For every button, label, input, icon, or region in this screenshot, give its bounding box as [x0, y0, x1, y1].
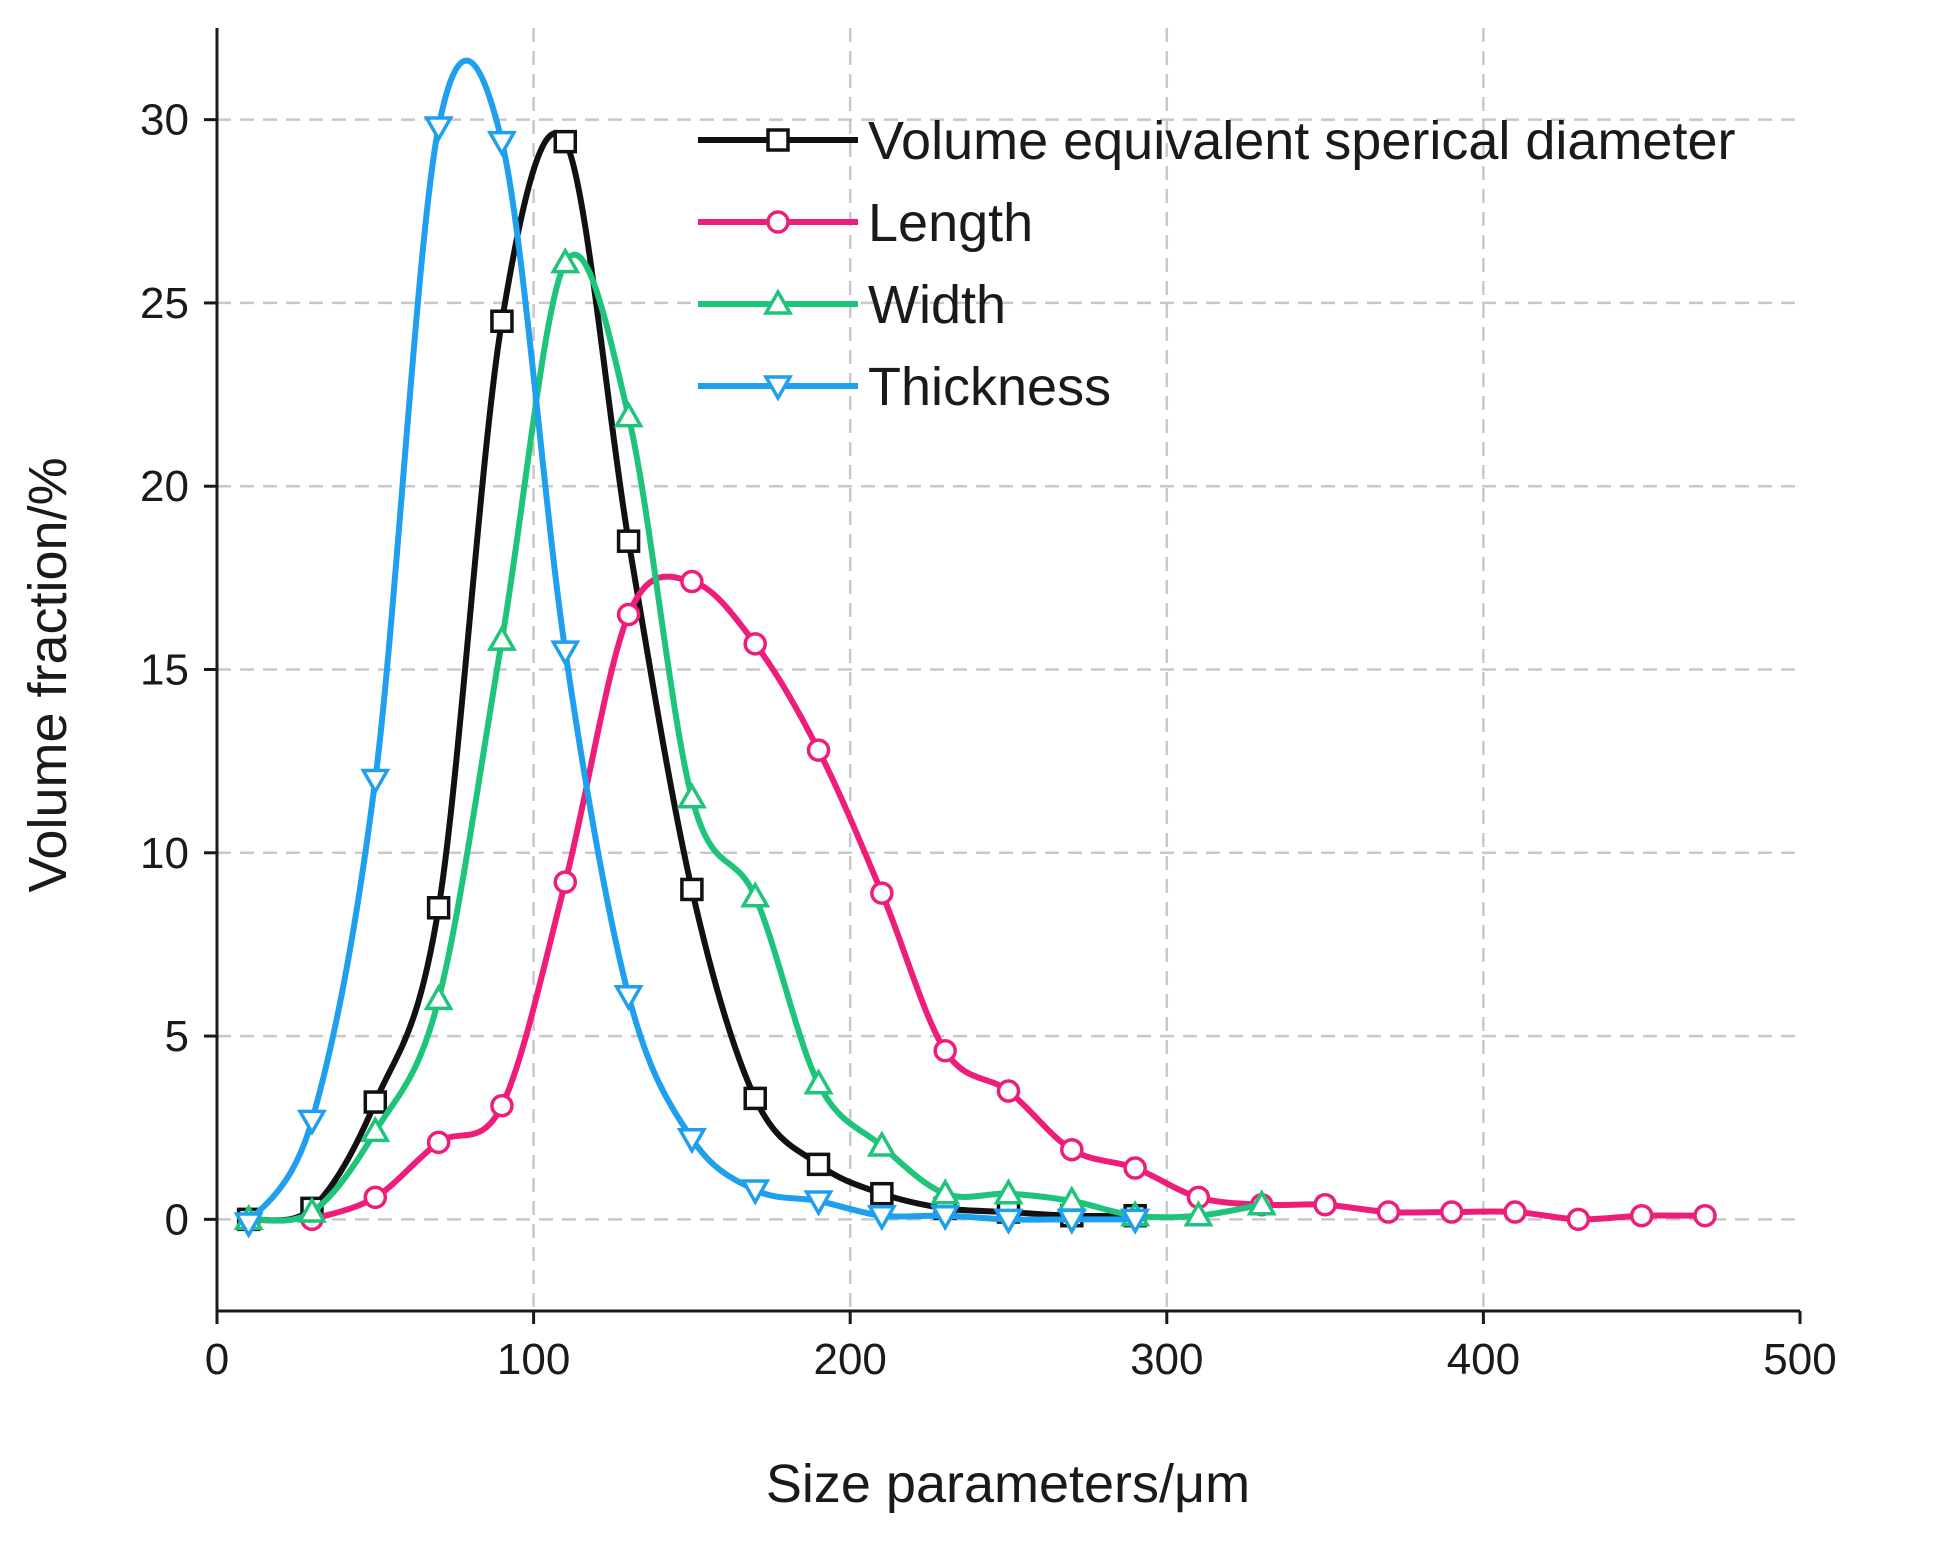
- x-tick-label: 0: [205, 1335, 229, 1384]
- triangle-down-marker: [740, 1179, 771, 1206]
- legend-label: Volume equivalent sperical diameter: [868, 111, 1735, 171]
- square-marker: [363, 1090, 388, 1114]
- triangle-up-marker: [360, 1115, 391, 1143]
- circle-marker: [1693, 1203, 1717, 1228]
- y-tick-label: 15: [140, 646, 189, 695]
- x-tick-label: 100: [497, 1335, 570, 1384]
- legend: Volume equivalent sperical diameter Lengt…: [698, 111, 1735, 417]
- legend-label: Length: [868, 193, 1033, 253]
- x-tick-label: 500: [1763, 1335, 1836, 1384]
- circle-marker: [743, 632, 767, 656]
- series-line-diameter: [245, 130, 1139, 1224]
- circle-marker: [426, 1130, 451, 1155]
- triangle-down-marker: [930, 1204, 961, 1232]
- x-tick-label: 300: [1130, 1335, 1203, 1384]
- triangle-up-marker: [486, 624, 517, 651]
- triangle-down-marker: [993, 1208, 1024, 1235]
- triangle-down-marker: [803, 1190, 834, 1217]
- triangle-up-marker: [993, 1178, 1024, 1205]
- legend-item-width: Width: [698, 275, 1006, 335]
- legend-triangle-up-marker: [762, 288, 794, 315]
- circle-marker: [1060, 1137, 1084, 1162]
- circle-marker: [680, 569, 704, 594]
- triangle-up-marker: [423, 983, 454, 1011]
- y-axis-title: Volume fraction/%: [18, 457, 78, 892]
- triangle-up-marker: [740, 881, 771, 908]
- circle-marker: [1313, 1192, 1337, 1217]
- circle-marker: [1629, 1203, 1654, 1228]
- square-marker: [743, 1086, 767, 1111]
- series-line-length: [309, 573, 1708, 1223]
- series-diameter: [236, 129, 1147, 1232]
- triangle-up-marker: [866, 1130, 897, 1157]
- circle-marker: [933, 1038, 957, 1063]
- triangle-down-marker: [613, 984, 644, 1012]
- square-marker: [680, 877, 704, 902]
- triangle-up-marker: [1246, 1189, 1277, 1216]
- circle-marker: [1439, 1200, 1464, 1224]
- triangle-up-marker: [803, 1068, 834, 1095]
- triangle-up-marker: [676, 782, 707, 809]
- square-marker: [553, 129, 578, 154]
- legend-triangle-down-marker: [762, 375, 794, 402]
- legend-item-thickness: Thickness: [698, 357, 1111, 417]
- series-group: [233, 57, 1717, 1239]
- circle-marker: [1376, 1200, 1401, 1224]
- circle-marker: [1566, 1207, 1591, 1232]
- legend-circle-marker: [766, 210, 790, 234]
- circle-marker: [996, 1079, 1021, 1103]
- x-axis-title: Size parameters/μm: [766, 1454, 1250, 1514]
- x-tick-label: 200: [813, 1335, 886, 1384]
- triangle-up-marker: [930, 1178, 961, 1205]
- square-marker: [806, 1152, 831, 1177]
- triangle-down-marker: [676, 1127, 707, 1155]
- circle-marker: [553, 870, 578, 894]
- triangle-down-marker: [360, 768, 391, 795]
- legend-label: Width: [868, 275, 1006, 335]
- legend-item-length: Length: [698, 193, 1033, 253]
- triangle-up-marker: [613, 401, 644, 428]
- y-tick-label: 0: [165, 1195, 189, 1244]
- y-tick-label: 10: [140, 829, 189, 878]
- y-tick-label: 20: [140, 462, 189, 511]
- triangle-down-marker: [296, 1109, 327, 1136]
- y-tick-label: 5: [165, 1012, 189, 1061]
- axes: 0 100 200 300 400 500 0 5 10 15 20 25 30: [140, 28, 1837, 1384]
- triangle-down-marker: [866, 1204, 897, 1232]
- triangle-down-marker: [1056, 1208, 1087, 1235]
- y-tick-label: 30: [140, 96, 189, 145]
- circle-marker: [1503, 1200, 1527, 1224]
- circle-marker: [490, 1093, 514, 1118]
- y-tick-label: 25: [140, 279, 189, 328]
- triangle-down-marker: [423, 116, 454, 143]
- circle-marker: [870, 881, 894, 905]
- triangle-down-marker: [486, 130, 517, 158]
- circle-marker: [806, 738, 831, 762]
- triangle-up-marker: [1183, 1200, 1214, 1227]
- circle-marker: [616, 602, 641, 627]
- triangle-up-marker: [550, 247, 581, 274]
- triangle-down-marker: [1120, 1208, 1151, 1235]
- triangle-down-marker: [233, 1212, 264, 1239]
- legend-label: Thickness: [868, 357, 1111, 417]
- triangle-down-marker: [550, 640, 581, 667]
- square-marker: [490, 309, 514, 334]
- x-tick-label: 400: [1447, 1335, 1520, 1384]
- square-marker: [616, 529, 641, 553]
- legend-item-diameter: Volume equivalent sperical diameter: [698, 111, 1735, 171]
- square-marker: [426, 896, 451, 920]
- series-thickness: [233, 57, 1151, 1239]
- circle-marker: [363, 1185, 388, 1210]
- legend-square-marker: [766, 128, 790, 152]
- circle-marker: [1123, 1156, 1147, 1180]
- triangle-up-marker: [296, 1196, 327, 1223]
- square-marker: [870, 1181, 894, 1206]
- series-width: [233, 247, 1277, 1231]
